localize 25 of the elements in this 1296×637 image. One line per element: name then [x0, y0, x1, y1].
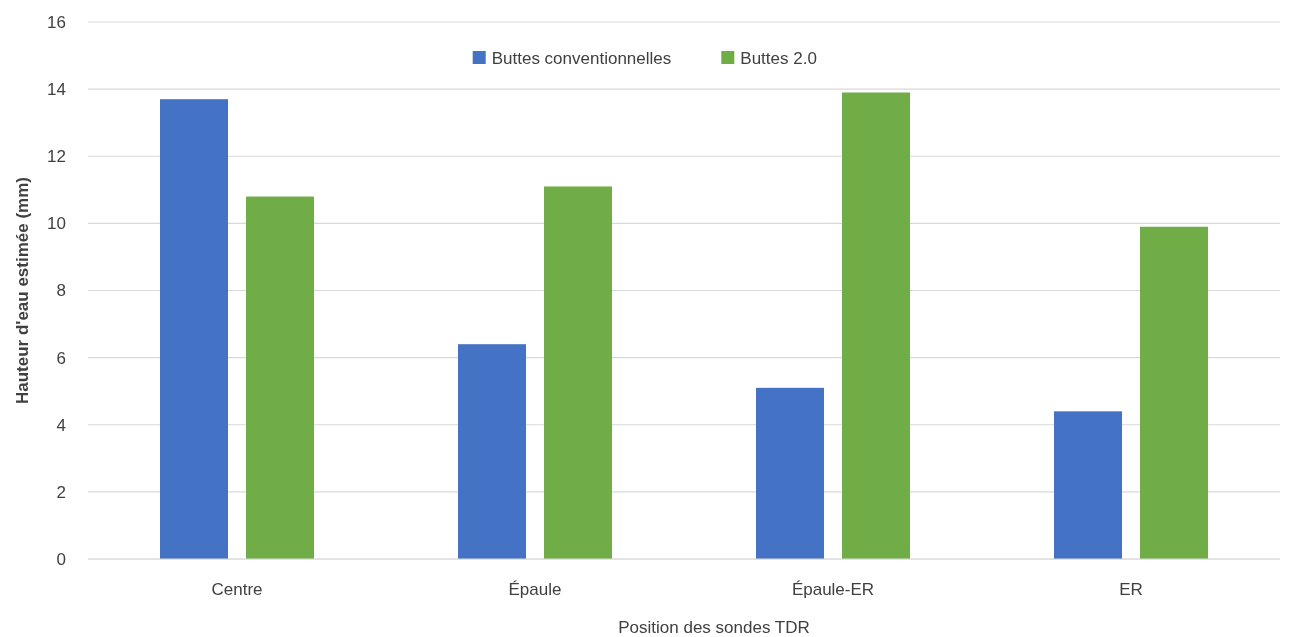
x-tick-label: Centre	[211, 580, 263, 599]
x-tick-label: Épaule-ER	[791, 580, 875, 599]
y-tick-label: 4	[56, 415, 66, 435]
y-tick-label: 8	[56, 281, 66, 301]
y-tick-label: 10	[47, 214, 66, 234]
legend-label: Buttes conventionnelles	[491, 48, 672, 68]
bar	[756, 387, 824, 559]
bar	[842, 92, 910, 559]
bar	[458, 344, 526, 559]
bar	[160, 99, 228, 559]
x-axis-title: Position des sondes TDR	[618, 618, 810, 637]
bar	[1054, 411, 1122, 559]
y-tick-label: 14	[47, 80, 66, 100]
y-tick-label: 0	[56, 549, 66, 569]
y-tick-label: 16	[47, 12, 66, 32]
y-tick-label: 2	[56, 482, 66, 502]
y-tick-label: 6	[56, 348, 66, 368]
legend-label: Buttes 2.0	[740, 48, 817, 68]
x-tick-label: Épaule	[508, 580, 562, 599]
y-axis-title: Hauteur d'eau estimée (mm)	[13, 177, 32, 404]
x-tick-label: ER	[1119, 580, 1143, 599]
bar	[246, 196, 314, 559]
bar	[1140, 226, 1208, 559]
bar	[544, 186, 612, 559]
y-tick-label: 12	[47, 147, 66, 167]
